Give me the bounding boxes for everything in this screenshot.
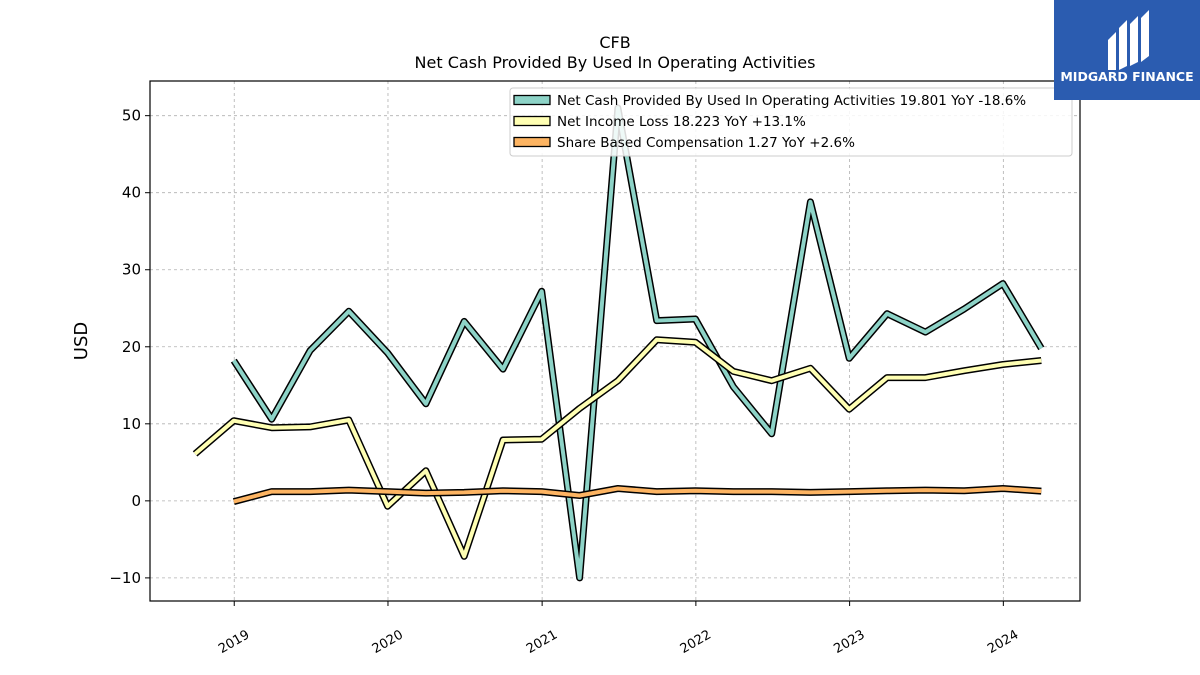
x-tick-label: 2021	[524, 627, 560, 657]
y-tick-label: 50	[122, 107, 141, 125]
y-tick-label: 10	[122, 415, 141, 433]
series-line	[233, 486, 1042, 504]
y-tick-label: −10	[109, 569, 141, 587]
legend-box	[509, 87, 1073, 157]
legend-swatch	[513, 136, 551, 148]
y-tick-label: 30	[122, 261, 141, 279]
y-tick-label: 40	[122, 184, 141, 202]
legend-swatch	[513, 94, 551, 106]
legend-label: Share Based Compensation 1.27 YoY +2.6%	[557, 135, 855, 151]
y-tick-label: 0	[131, 492, 141, 510]
midgard-logo-icon	[1108, 10, 1149, 70]
y-axis-label: USD	[71, 322, 92, 360]
series-line	[232, 106, 1044, 580]
series-line	[193, 337, 1042, 559]
legend-label: Net Income Loss 18.223 YoY +13.1%	[557, 114, 806, 130]
y-axis-ticks: −10 0 10 20 30 40 50	[109, 107, 150, 587]
x-tick-label: 2022	[678, 627, 714, 657]
chart-subtitle: Net Cash Provided By Used In Operating A…	[415, 53, 816, 72]
plot-frame	[149, 80, 1081, 602]
legend-swatch	[513, 115, 551, 127]
legend-label: Net Cash Provided By Used In Operating A…	[557, 93, 1026, 109]
x-tick-label: 2019	[216, 627, 252, 657]
chart-title: CFB	[599, 33, 630, 52]
series-line-outline	[230, 104, 1045, 582]
x-axis-ticks: 2019 2020 2021 2022 2023 2024	[216, 601, 1021, 657]
series-line-outline	[192, 336, 1042, 560]
y-tick-label: 20	[122, 338, 141, 356]
x-tick-label: 2020	[370, 627, 406, 657]
series-lines	[192, 104, 1045, 582]
legend: Net Cash Provided By Used In Operating A…	[509, 87, 1073, 157]
logo-text: MIDGARD FINANCE	[1060, 69, 1193, 84]
x-tick-label: 2023	[831, 627, 867, 657]
x-tick-label: 2024	[985, 627, 1021, 657]
brand-logo: MIDGARD FINANCE	[1054, 0, 1200, 100]
